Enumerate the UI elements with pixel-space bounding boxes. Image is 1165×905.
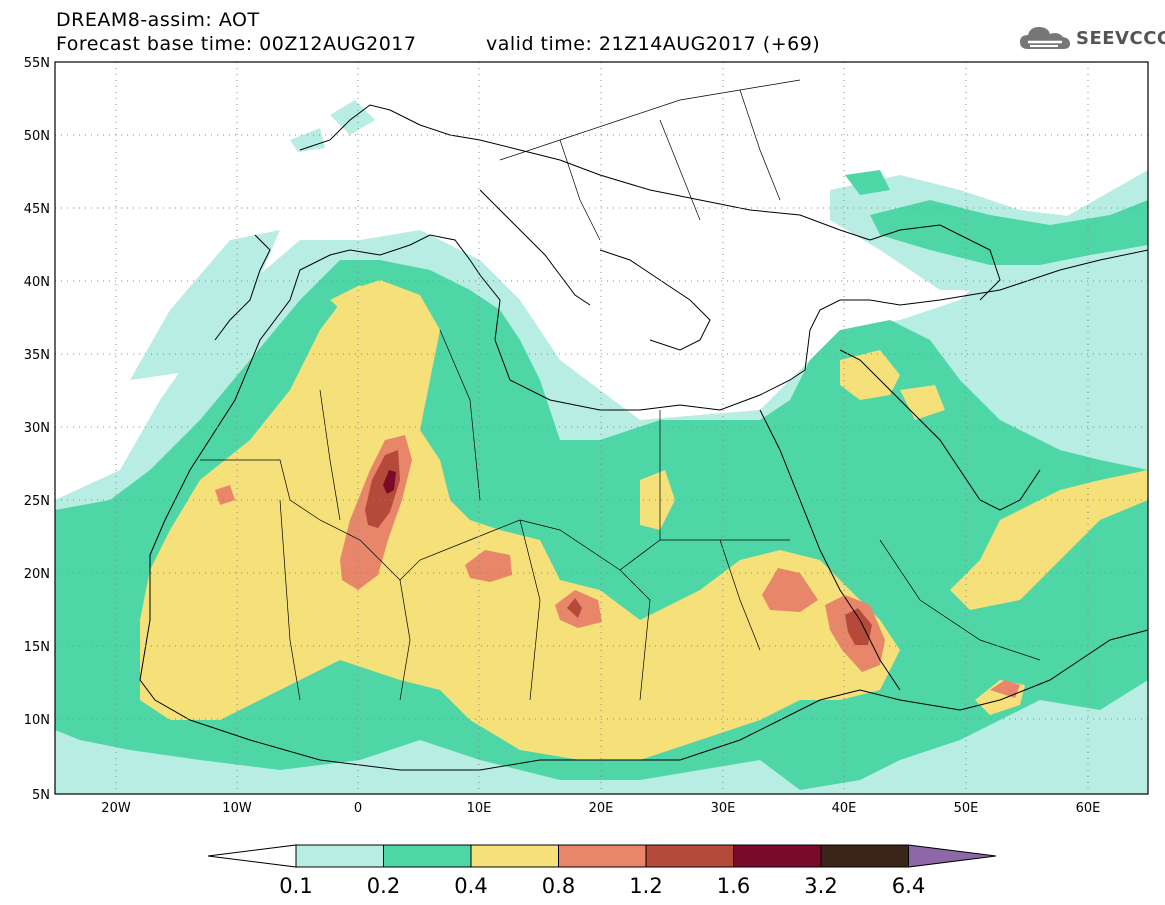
seevccc-logo: SEEVCCC	[1018, 22, 1165, 54]
lon-label: 10E	[467, 801, 492, 816]
colorbar-right-arrow	[908, 844, 997, 868]
colorbar-label: 6.4	[892, 874, 925, 898]
colorbar-segment	[470, 844, 559, 868]
colorbar-left-arrow	[207, 844, 297, 868]
aot-level-0-4	[140, 280, 1148, 760]
lon-label: 50E	[954, 801, 979, 816]
longitude-labels: 20W 10W 0 10E 20E 30E 40E 50E 60E	[101, 801, 1100, 816]
lon-label: 20W	[101, 801, 131, 816]
colorbar-label: 1.2	[629, 874, 662, 898]
title: DREAM8-assim: AOT	[56, 9, 260, 31]
coastlines	[139, 104, 1148, 771]
lat-label: 20N	[24, 567, 50, 582]
map-frame	[54, 61, 1149, 795]
lat-label: 5N	[32, 788, 50, 803]
colorbar-segment	[733, 844, 822, 868]
lat-label: 50N	[24, 129, 50, 144]
lon-label: 30E	[711, 801, 736, 816]
colorbar-label: 3.2	[804, 874, 837, 898]
valid-time: valid time: 21Z14AUG2017 (+69)	[486, 33, 821, 55]
lat-label: 55N	[24, 56, 50, 71]
colorbar: 0.1 0.2 0.4 0.8 1.2 1.6 3.2 6.4	[207, 844, 997, 898]
lat-label: 25N	[24, 494, 50, 509]
lon-label: 40E	[832, 801, 857, 816]
colorbar-label: 0.4	[454, 874, 487, 898]
country-borders	[200, 79, 1041, 701]
lon-label: 0	[354, 801, 362, 816]
forecast-base-time: Forecast base time: 00Z12AUG2017	[56, 33, 417, 55]
colorbar-label: 0.8	[542, 874, 575, 898]
lon-label: 20E	[589, 801, 614, 816]
colorbar-segment	[383, 844, 472, 868]
lon-label: 60E	[1076, 801, 1101, 816]
colorbar-segment	[645, 844, 734, 868]
lat-label: 40N	[24, 275, 50, 290]
lat-label: 15N	[24, 640, 50, 655]
colorbar-label: 0.2	[367, 874, 400, 898]
colorbar-segment	[295, 844, 384, 868]
aot-level-1-6	[383, 470, 396, 494]
logo-text: SEEVCCC	[1076, 27, 1165, 49]
lat-label: 45N	[24, 202, 50, 217]
cloud-icon	[1020, 27, 1070, 49]
lat-label: 35N	[24, 348, 50, 363]
latitude-labels: 55N 50N 45N 40N 35N 30N 25N 20N 15N 10N …	[24, 56, 50, 803]
colorbar-segment	[558, 844, 647, 868]
aot-level-1-2	[365, 450, 872, 645]
colorbar-label: 0.1	[279, 874, 312, 898]
colorbar-segment	[820, 844, 909, 868]
lat-label: 10N	[24, 713, 50, 728]
lat-label: 30N	[24, 421, 50, 436]
gridlines	[55, 62, 1148, 794]
lon-label: 10W	[222, 801, 252, 816]
colorbar-label: 1.6	[717, 874, 750, 898]
